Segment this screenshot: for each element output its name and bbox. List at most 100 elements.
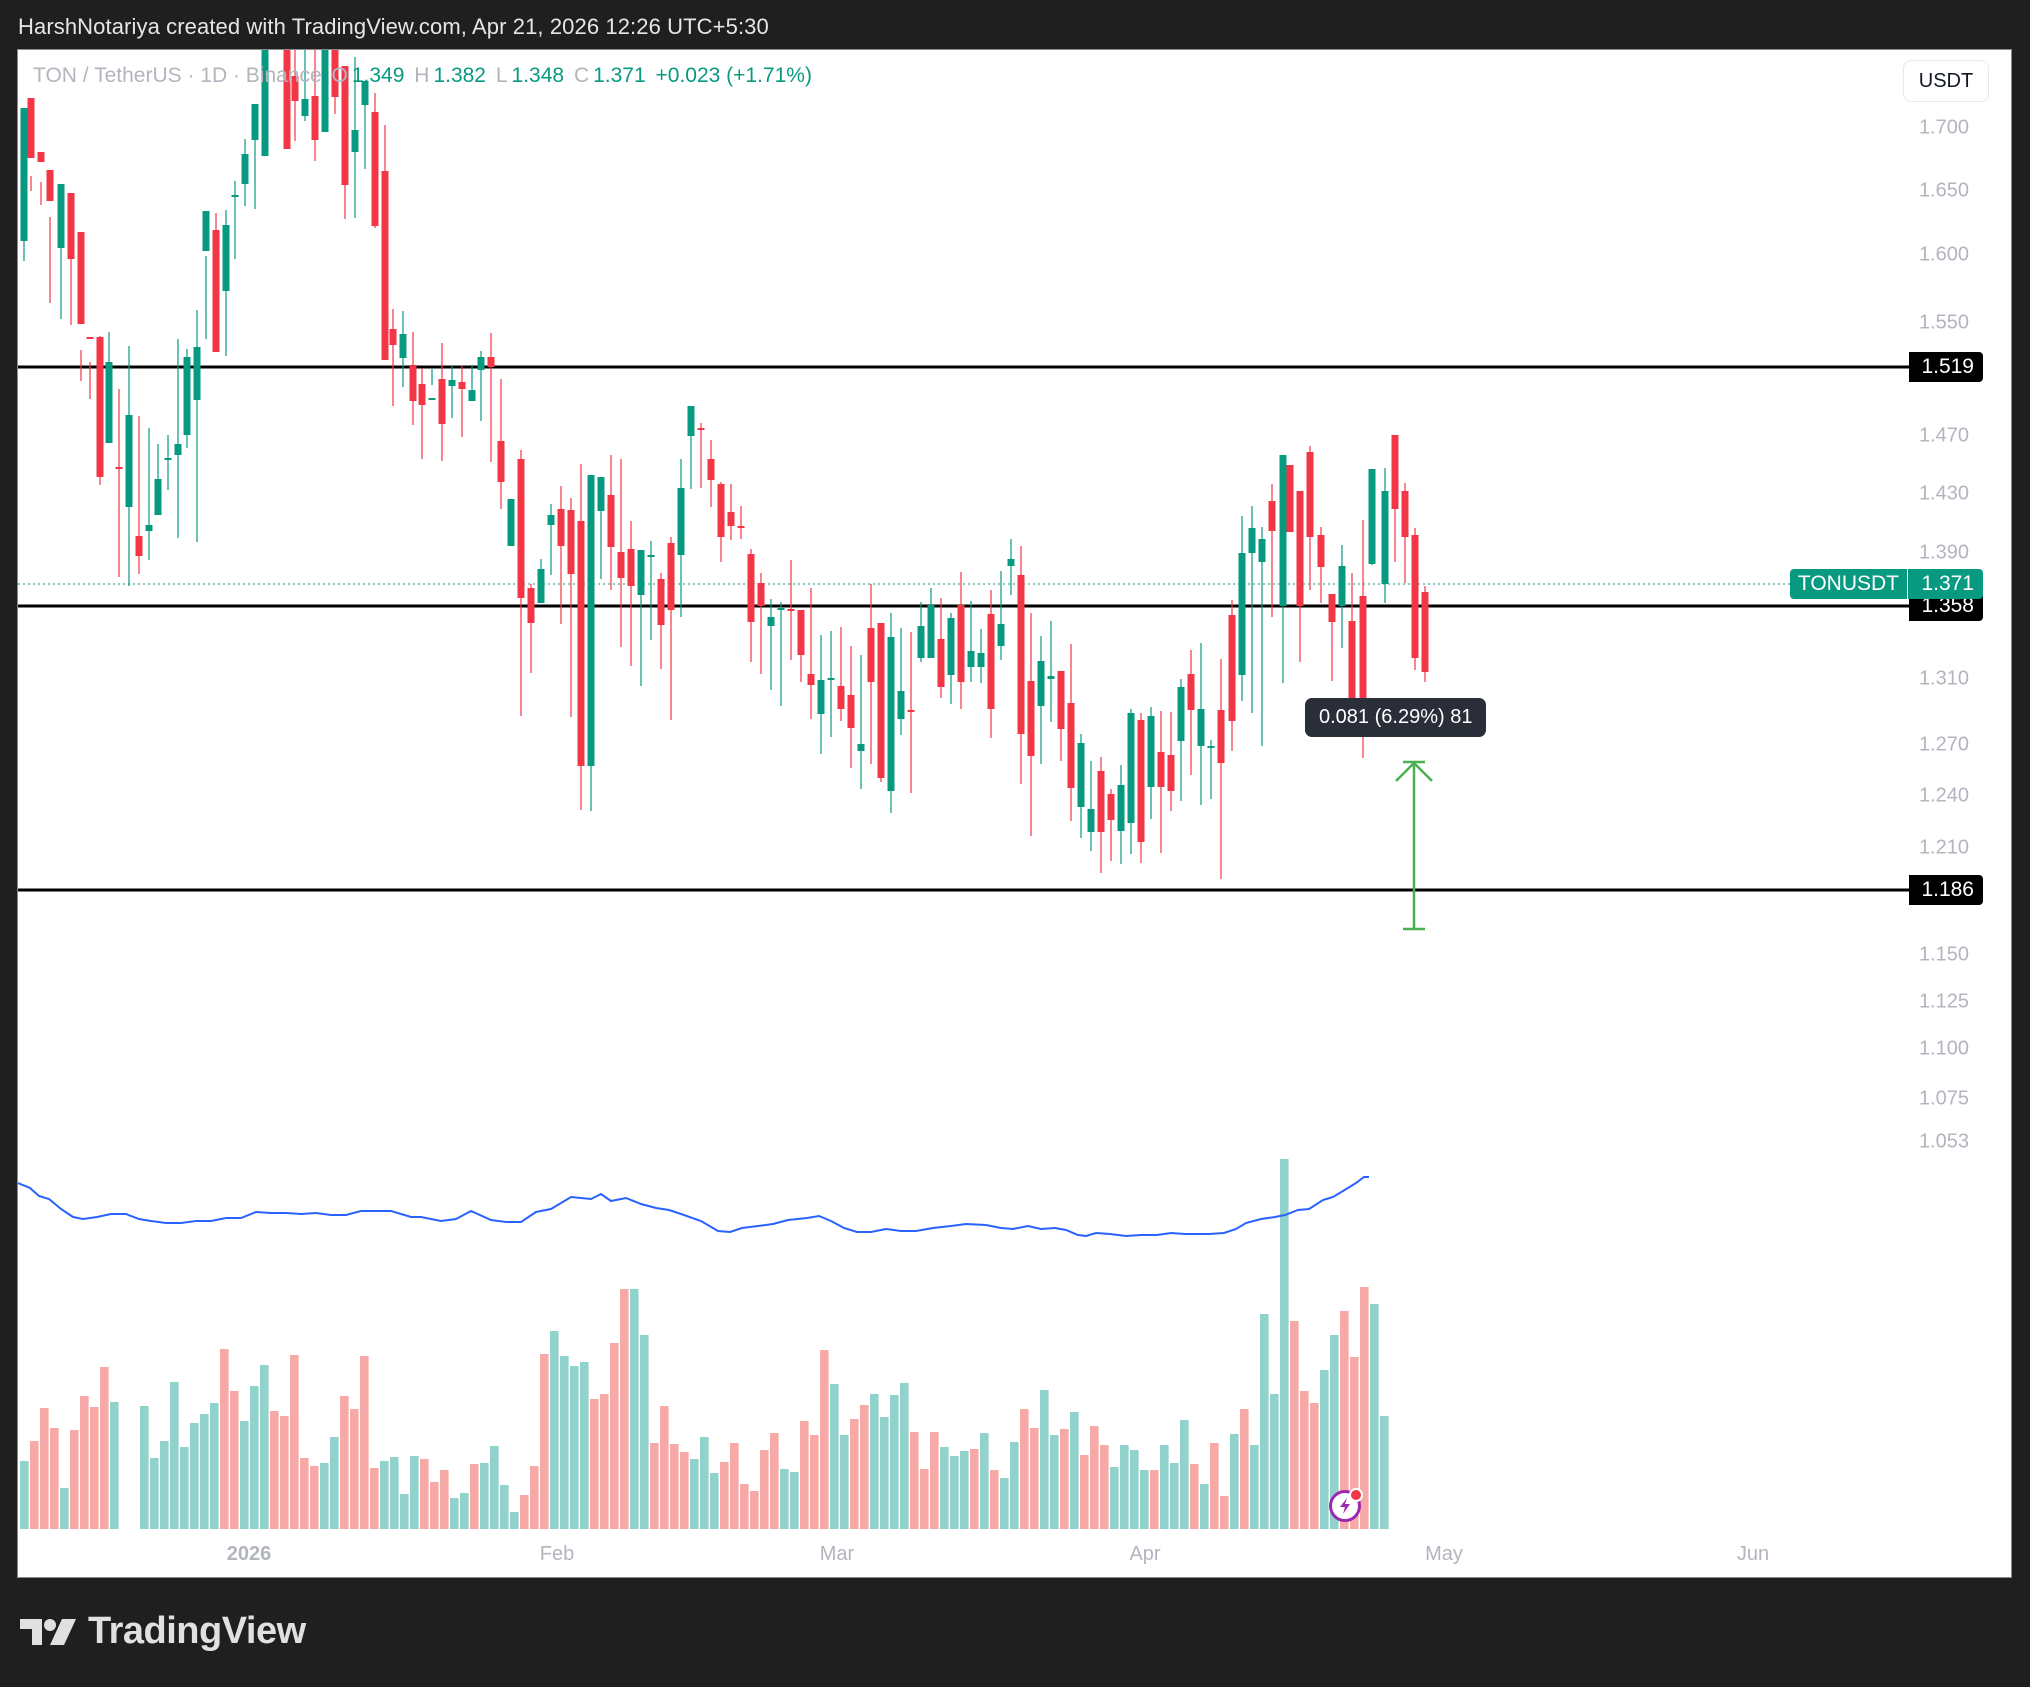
- volume-bar: [340, 1396, 349, 1529]
- candle-down: [1067, 703, 1075, 788]
- candle-up: [947, 618, 955, 675]
- volume-bar: [530, 1466, 539, 1529]
- candle-down: [1268, 501, 1276, 531]
- chart-panel[interactable]: TON / TetherUS · 1D · Binance O 1.349 H 1.…: [17, 49, 2012, 1578]
- volume-bar: [250, 1386, 259, 1529]
- volume-bar: [450, 1498, 459, 1529]
- volume-bar: [260, 1365, 269, 1529]
- tradingview-logo[interactable]: TradingView: [20, 1610, 306, 1653]
- volume-bar: [1130, 1450, 1139, 1529]
- candle-down: [567, 510, 575, 574]
- candle-down: [607, 495, 615, 547]
- candle-up: [1147, 716, 1155, 787]
- volume-bar: [70, 1430, 79, 1529]
- volume-bar: [800, 1421, 809, 1529]
- volume-bar: [60, 1488, 69, 1529]
- candle-up: [1087, 809, 1095, 832]
- volume-bar: [20, 1461, 29, 1529]
- volume-bar: [420, 1459, 429, 1529]
- volume-bar: [500, 1485, 509, 1529]
- volume-bar: [490, 1446, 499, 1529]
- volume-bar: [1290, 1321, 1299, 1529]
- volume-bar: [920, 1469, 929, 1529]
- alert-bolt-icon[interactable]: [1329, 1488, 1363, 1522]
- candle-up: [597, 477, 605, 511]
- time-tick-label: Mar: [819, 1543, 855, 1565]
- candle-down: [937, 639, 945, 687]
- candle-up: [1258, 539, 1266, 562]
- volume-bar: [100, 1367, 109, 1529]
- volume-bar: [850, 1419, 859, 1529]
- volume-bar: [550, 1331, 559, 1529]
- volume-bar: [300, 1458, 309, 1529]
- candle-up: [164, 458, 172, 460]
- candle-down: [757, 583, 765, 606]
- candle-down: [409, 365, 417, 401]
- candle-down: [1391, 435, 1399, 509]
- candle-down: [27, 98, 35, 158]
- price-tick-label: 1.600: [1918, 243, 1969, 266]
- volume-bar: [950, 1456, 959, 1529]
- candle-down: [847, 695, 855, 728]
- volume-bar: [410, 1456, 419, 1529]
- candle-up: [677, 488, 685, 555]
- price-tick-label: 1.240: [1918, 784, 1969, 807]
- candle-up: [817, 680, 825, 714]
- volume-bar: [1020, 1409, 1029, 1529]
- candle-up: [687, 406, 695, 436]
- volume-bar: [1240, 1409, 1249, 1529]
- candle-down: [807, 674, 815, 685]
- high-value: 1.382: [433, 64, 486, 87]
- candle-down: [418, 384, 426, 405]
- volume-bar: [630, 1289, 639, 1529]
- candle-down: [557, 509, 565, 546]
- volume-bar: [90, 1407, 99, 1529]
- candle-down: [311, 96, 319, 140]
- volume-ma-line: [18, 1176, 1369, 1238]
- high-label: H: [414, 64, 430, 87]
- volume-bar: [1280, 1159, 1289, 1529]
- volume-bar: [650, 1443, 659, 1529]
- volume-bar: [600, 1394, 609, 1529]
- volume-bar: [40, 1408, 49, 1529]
- volume-bar: [1230, 1434, 1239, 1529]
- volume-bar: [280, 1416, 289, 1529]
- volume-bar: [570, 1366, 579, 1529]
- volume-bar: [990, 1470, 999, 1529]
- candle-down: [1286, 465, 1294, 532]
- volume-bar: [540, 1354, 549, 1529]
- volume-bar: [330, 1437, 339, 1529]
- candle-down: [283, 50, 291, 149]
- close-value: 1.371: [593, 64, 646, 87]
- price-chart-canvas[interactable]: [18, 50, 2012, 1578]
- volume-bar: [1030, 1428, 1039, 1529]
- candle-down: [487, 357, 495, 367]
- candle-down: [987, 614, 995, 709]
- candle-up: [537, 569, 545, 603]
- volume-bar: [1070, 1412, 1079, 1529]
- symbol-description[interactable]: TON / TetherUS · 1D · Binance: [33, 64, 322, 87]
- candle-down: [707, 459, 715, 480]
- volume-bar: [160, 1441, 169, 1529]
- candle-down: [717, 484, 725, 537]
- candle-down: [341, 66, 349, 185]
- candle-up: [222, 225, 230, 291]
- volume-bar: [310, 1466, 319, 1529]
- candle-down: [1027, 681, 1035, 756]
- candle-up: [1207, 746, 1215, 748]
- change-value: +0.023 (+1.71%): [655, 64, 812, 87]
- candle-down: [115, 467, 123, 469]
- measure-arrow-head-icon: [1395, 761, 1433, 782]
- price-tick-label: 1.270: [1918, 733, 1969, 756]
- currency-button[interactable]: USDT: [1903, 60, 1989, 102]
- candle-up: [997, 624, 1005, 646]
- candle-up: [361, 81, 369, 105]
- volume-bar: [140, 1406, 149, 1529]
- volume-bar: [470, 1464, 479, 1529]
- candle-down: [1157, 752, 1165, 787]
- time-tick-label: Feb: [539, 1543, 575, 1565]
- volume-bar: [370, 1468, 379, 1529]
- candle-up: [1238, 553, 1246, 675]
- candle-down: [737, 526, 745, 528]
- volume-bar: [1040, 1390, 1049, 1529]
